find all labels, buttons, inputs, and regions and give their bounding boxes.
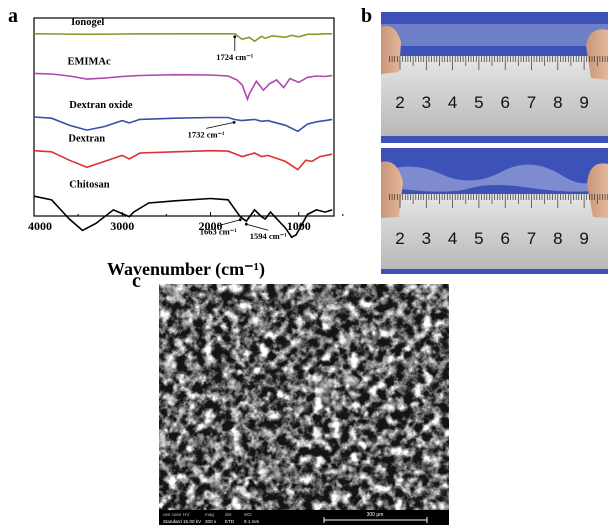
panel-label-a: a xyxy=(8,5,18,27)
sem-info-value: ETD xyxy=(225,519,235,524)
x-axis-label: Wavenumber (cm⁻¹) xyxy=(107,259,265,280)
series-emimac xyxy=(33,72,333,102)
sem-info-label: use case xyxy=(163,512,182,517)
annotation-label: 1724 cm⁻¹ xyxy=(216,52,253,62)
annotation-arrowhead xyxy=(232,121,236,124)
panel-label-b: b xyxy=(361,5,373,27)
series-label-emimac: EMIMAc xyxy=(68,57,111,68)
ruler-number: 7 xyxy=(527,229,536,248)
series-label-chitosan: Chitosan xyxy=(69,179,109,190)
series-label-ionogel: Ionogel xyxy=(71,17,104,28)
annotation-arrow xyxy=(206,122,235,129)
sem-info-label: HV xyxy=(183,512,190,517)
series-dextran-oxide xyxy=(33,116,333,133)
sem-info-value: Standard xyxy=(163,519,182,524)
series-label-dextran-oxide: Dextran oxide xyxy=(69,100,133,111)
annotation-label: 1594 cm⁻¹ xyxy=(250,231,287,241)
ruler-number: 5 xyxy=(474,93,483,112)
x-tick-label: 2000 xyxy=(198,219,222,233)
annotation-arrowhead xyxy=(233,35,237,39)
ruler-number: 6 xyxy=(500,229,509,248)
sem-info-value: 9.1 mm xyxy=(244,519,259,524)
ruler-number: 9 xyxy=(579,93,588,112)
sem-info-bar xyxy=(159,510,449,525)
annotation-label: 1663 cm⁻¹ xyxy=(200,227,237,237)
sem-info-value: 15.00 kV xyxy=(183,519,202,524)
sem-info-value: 200 x xyxy=(205,519,217,524)
sem-scale-label: 300 μm xyxy=(367,512,384,518)
ruler-number: 3 xyxy=(422,93,431,112)
series-ionogel xyxy=(33,33,333,43)
panel-label-c: c xyxy=(132,270,141,292)
ruler-number: 2 xyxy=(395,229,404,248)
sem-info-label: mag xyxy=(205,512,214,517)
ruler-number: 8 xyxy=(553,93,562,112)
ruler-number: 6 xyxy=(500,93,509,112)
annotation-arrowhead xyxy=(244,222,248,226)
series-dextran xyxy=(33,149,333,171)
series-chitosan xyxy=(33,195,333,239)
annotation-arrow xyxy=(218,219,241,227)
ruler-number: 8 xyxy=(553,229,562,248)
ruler-number: 4 xyxy=(448,93,457,112)
annotation-arrow xyxy=(246,223,269,231)
annotation-arrowhead xyxy=(238,218,242,222)
sem-info-label: det xyxy=(225,512,232,517)
x-tick-label: 3000 xyxy=(110,219,134,233)
ruler-number: 3 xyxy=(422,229,431,248)
sem-info-label: WD xyxy=(244,512,252,517)
ruler-number: 4 xyxy=(448,229,457,248)
ruler-number: 5 xyxy=(474,229,483,248)
ruler-number: 7 xyxy=(527,93,536,112)
ftir-chart: Ionogel EMIMAc Dextran oxide Dextran Chitosa… xyxy=(28,17,344,280)
x-tick-label: 1000 xyxy=(287,219,311,233)
series-label-dextran: Dextran xyxy=(68,134,105,145)
ruler-number: 2 xyxy=(395,93,404,112)
annotation-label: 1732 cm⁻¹ xyxy=(188,129,225,139)
x-tick-label: 4000 xyxy=(28,219,52,233)
ruler-number: 9 xyxy=(579,229,588,248)
